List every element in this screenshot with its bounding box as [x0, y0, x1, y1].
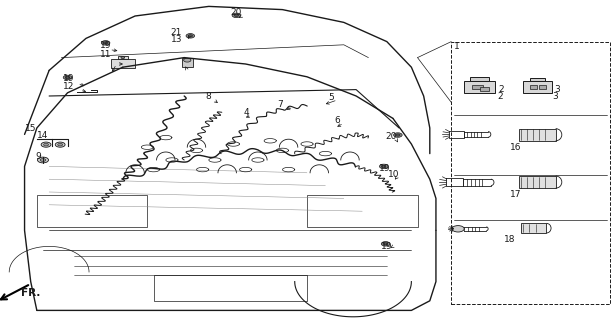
Circle shape [396, 134, 400, 136]
Bar [530, 78, 545, 81]
Text: 15: 15 [25, 124, 36, 133]
Text: 14: 14 [37, 131, 49, 140]
Bar [464, 81, 495, 93]
Bar [519, 176, 556, 188]
Text: 2: 2 [497, 92, 503, 101]
Circle shape [188, 35, 193, 37]
Text: FR.: FR. [21, 288, 41, 299]
Text: 19: 19 [99, 41, 111, 50]
Text: 9: 9 [36, 152, 41, 161]
Circle shape [37, 157, 49, 163]
Bar [154, 275, 307, 301]
Bar [37, 195, 147, 227]
Circle shape [101, 41, 110, 45]
Circle shape [121, 57, 125, 59]
Text: 3: 3 [553, 92, 558, 101]
Bar [118, 56, 128, 59]
Circle shape [235, 14, 239, 16]
Circle shape [379, 164, 388, 169]
Bar [530, 85, 537, 89]
Circle shape [394, 133, 402, 137]
Text: 20: 20 [230, 8, 242, 17]
Circle shape [383, 243, 388, 245]
Circle shape [58, 143, 63, 146]
Circle shape [232, 13, 241, 18]
Text: 10: 10 [388, 170, 400, 179]
Bar [523, 81, 552, 92]
Circle shape [63, 75, 72, 80]
Bar [519, 129, 556, 141]
Text: 11: 11 [99, 50, 111, 59]
Text: 19: 19 [63, 74, 75, 83]
Circle shape [41, 142, 51, 147]
Text: 7: 7 [278, 100, 283, 109]
FancyBboxPatch shape [451, 42, 610, 304]
Text: 5: 5 [328, 93, 334, 102]
Bar [521, 223, 546, 233]
Bar [182, 58, 193, 67]
Text: 8: 8 [206, 92, 211, 101]
Text: 3: 3 [554, 85, 559, 94]
Circle shape [44, 143, 49, 146]
Circle shape [381, 242, 390, 246]
Text: 12: 12 [63, 82, 75, 91]
Text: 17: 17 [510, 190, 521, 199]
Text: 20: 20 [385, 132, 397, 141]
Text: 16: 16 [510, 143, 521, 152]
Bar [470, 77, 489, 81]
Circle shape [184, 58, 191, 62]
Text: 19: 19 [381, 242, 393, 251]
Text: 4: 4 [243, 108, 249, 117]
Text: 1: 1 [454, 42, 460, 51]
Circle shape [382, 165, 386, 168]
Text: 19: 19 [379, 164, 391, 173]
Text: 13: 13 [171, 36, 182, 44]
Text: 2: 2 [498, 85, 503, 94]
Bar [480, 87, 489, 91]
Text: 21: 21 [171, 28, 182, 37]
Circle shape [66, 76, 70, 78]
Circle shape [103, 42, 108, 44]
Circle shape [186, 34, 195, 38]
Bar [538, 85, 546, 89]
Circle shape [452, 226, 464, 232]
Circle shape [41, 158, 46, 161]
Bar [111, 59, 135, 68]
Circle shape [55, 142, 65, 147]
Text: 18: 18 [504, 235, 515, 244]
Text: 6: 6 [335, 116, 340, 125]
Bar [307, 195, 418, 227]
Bar [472, 85, 483, 89]
